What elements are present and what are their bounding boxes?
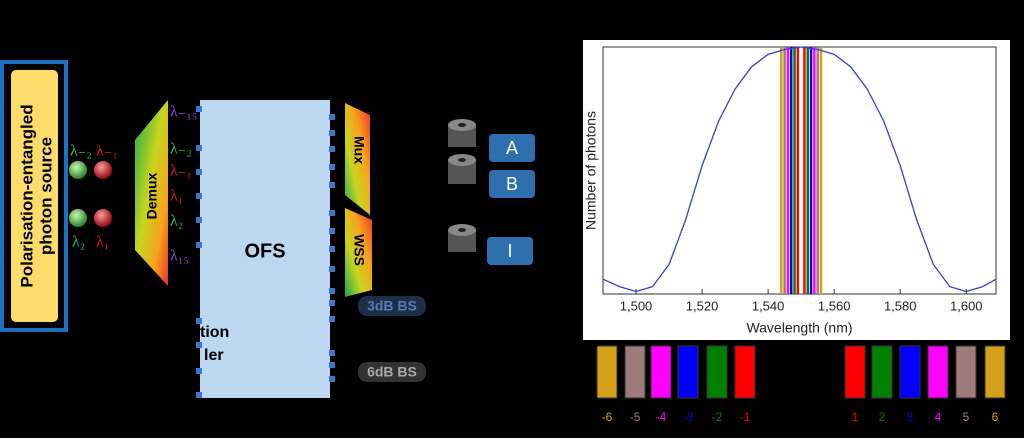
- channel-name: 1: [852, 410, 859, 424]
- splitter: [358, 296, 426, 316]
- channel-swatch: [706, 345, 728, 399]
- channel-name: -2: [712, 410, 723, 424]
- x-tick-label: 1,600: [950, 298, 983, 313]
- channel-name: 2: [879, 410, 886, 424]
- channel-name: -1: [740, 410, 751, 424]
- source-box: [11, 70, 58, 322]
- demux: [135, 100, 168, 286]
- user-label: A: [506, 138, 518, 158]
- photon: [69, 161, 87, 179]
- photon: [94, 209, 112, 227]
- y-axis-label: Number of photons: [583, 111, 599, 230]
- channel-swatch: [624, 345, 646, 399]
- splitter-label: 6dB BS: [367, 364, 417, 380]
- x-tick-label: 1,580: [884, 298, 917, 313]
- channel-swatch: [677, 345, 699, 399]
- channel-label: λ₁: [170, 188, 183, 205]
- wavelength-label: λ₋₁: [96, 143, 118, 160]
- ports: [196, 106, 335, 398]
- user-label: B: [506, 174, 518, 194]
- demux-label: Demux: [144, 172, 160, 219]
- channel-swatch: [596, 345, 618, 399]
- channel-swatch: [984, 345, 1006, 399]
- channel-name: 4: [935, 410, 942, 424]
- x-tick-label: 1,500: [620, 298, 653, 313]
- channel-swatch: [899, 345, 921, 399]
- channel-swatch: [650, 345, 672, 399]
- channel-swatch: [871, 345, 893, 399]
- channel-name: 3: [907, 410, 914, 424]
- ofs-label: OFS: [244, 240, 285, 262]
- channel-label: λ₂: [170, 213, 183, 230]
- channel-label: λ₋₁₅: [170, 104, 197, 121]
- user-label: I: [507, 241, 512, 261]
- channel-name: -5: [630, 410, 641, 424]
- channel-name: -6: [602, 410, 613, 424]
- source-frame: [0, 60, 68, 332]
- chart: 1,500 1,520 1,540 1,560 1,580 1,600 Wavelength…: [583, 46, 1006, 424]
- channel-name: -4: [656, 410, 667, 424]
- channel-name: -3: [683, 410, 694, 424]
- spool: [448, 119, 476, 252]
- source-label: Polarisation-entangled: [17, 104, 36, 287]
- x-tick-label: 1,560: [818, 298, 851, 313]
- channel-label: λ₁₅: [170, 248, 189, 265]
- mux-label: Mux: [351, 136, 367, 164]
- splitter: [358, 362, 426, 382]
- channel-swatch: [844, 345, 866, 399]
- x-axis-label: Wavelength (nm): [746, 320, 852, 336]
- channel-swatch: [955, 345, 977, 399]
- partial-label: tion: [200, 324, 229, 341]
- user-box: [489, 170, 535, 198]
- x-tick-label: 1,540: [752, 298, 785, 313]
- chart-panel: [583, 40, 1010, 340]
- user-box: [487, 237, 533, 265]
- wss: [345, 208, 372, 297]
- x-tick-label: 1,520: [686, 298, 719, 313]
- channel-swatch: [927, 345, 949, 399]
- wavelength-label: λ₁: [96, 234, 109, 251]
- user-box: [489, 134, 535, 162]
- channel-label: λ₋₁: [170, 163, 192, 180]
- photon: [94, 161, 112, 179]
- channel-name: 6: [992, 410, 999, 424]
- wavelength-label: λ₂: [72, 234, 85, 251]
- wss-label: WSS: [351, 234, 367, 266]
- partial-label: ler: [204, 347, 224, 364]
- mux: [345, 103, 370, 215]
- channel-swatch: [734, 345, 756, 399]
- source-label: photon source: [36, 137, 55, 255]
- channel-name: 5: [963, 410, 970, 424]
- photon: [69, 209, 87, 227]
- wavelength-label: λ₋₂: [70, 143, 92, 160]
- spectrum-line: [602, 46, 997, 293]
- ofs: [200, 100, 330, 398]
- channel-label: λ₋₂: [170, 141, 192, 158]
- splitter-label: 3dB BS: [367, 298, 417, 314]
